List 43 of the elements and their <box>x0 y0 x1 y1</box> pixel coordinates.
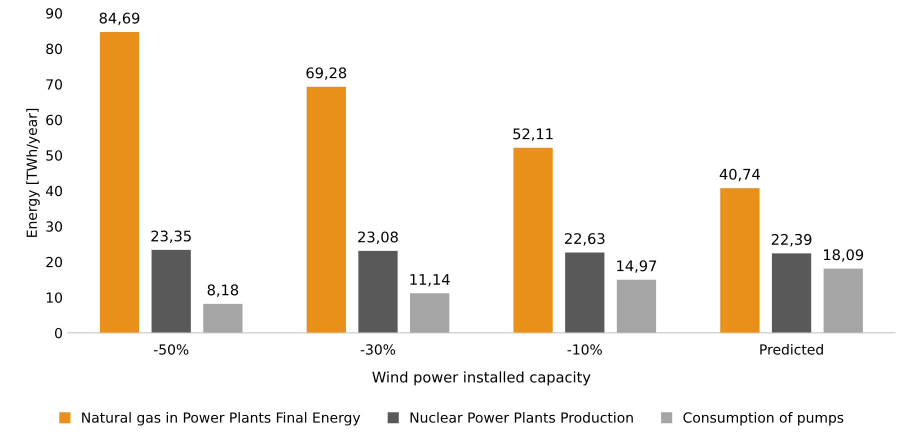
x-tick-label: -50% <box>154 344 188 355</box>
data-label: 14,97 <box>617 260 656 273</box>
bar <box>100 32 140 333</box>
y-axis-title: Energy [TWh/year] <box>26 108 40 237</box>
data-label: 23,35 <box>151 230 191 244</box>
data-label: 69,28 <box>306 67 346 80</box>
bar <box>152 250 191 333</box>
y-tick-label: 50 <box>46 150 62 161</box>
bar <box>616 280 656 333</box>
legend-label: Consumption of pumps <box>683 412 844 426</box>
x-tick-label: -10% <box>568 344 602 355</box>
data-label: 40,74 <box>720 168 760 182</box>
x-tick-label: -30% <box>360 344 396 355</box>
y-tick-label: 30 <box>46 221 62 232</box>
data-label: 8,18 <box>208 284 238 297</box>
data-label: 18,09 <box>824 249 864 262</box>
x-tick-label: Predicted <box>760 344 823 355</box>
data-label: 22,39 <box>772 234 812 246</box>
bar <box>203 304 243 333</box>
bar <box>410 293 450 333</box>
y-tick-label: 70 <box>46 79 62 90</box>
y-tick-label: 80 <box>46 44 62 54</box>
y-tick-label: 20 <box>46 256 62 268</box>
bar <box>565 252 604 333</box>
data-label: 84,69 <box>100 12 140 26</box>
y-tick-label: 40 <box>46 186 62 196</box>
legend-label: Nuclear Power Plants Production <box>410 412 633 423</box>
data-label: 22,63 <box>564 233 604 246</box>
legend-label: Natural gas in Power Plants Final Energy <box>82 412 360 426</box>
bar <box>720 188 760 333</box>
x-axis-title: Wind power installed capacity <box>372 371 590 386</box>
bar <box>306 86 346 333</box>
y-tick-label: 0 <box>55 328 62 338</box>
y-tick-label: 10 <box>46 292 62 303</box>
bar <box>772 253 812 333</box>
bar <box>824 268 863 333</box>
data-label: 11,14 <box>410 274 450 286</box>
data-label: 52,11 <box>513 128 553 141</box>
bar <box>513 148 553 333</box>
y-tick-label: 60 <box>46 114 62 126</box>
bar <box>358 250 398 333</box>
data-label: 23,08 <box>358 231 398 244</box>
y-tick-label: 90 <box>46 8 62 19</box>
